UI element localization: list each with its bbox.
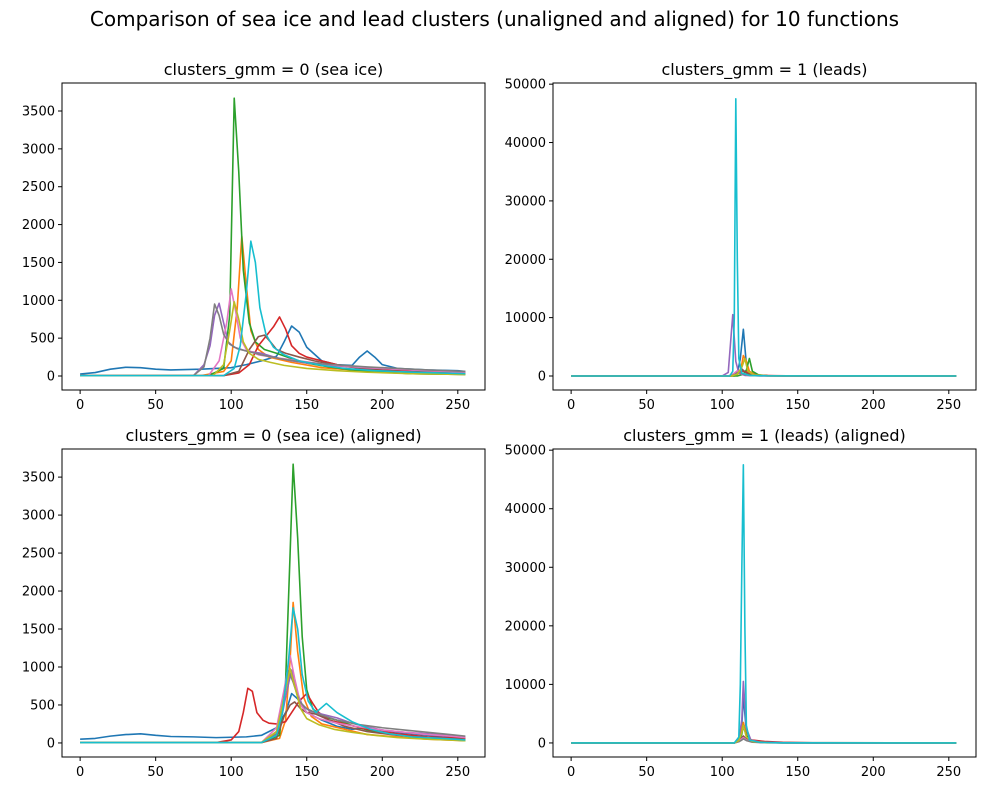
series-line-9	[80, 667, 466, 744]
y-tick-label: 3000	[22, 509, 55, 524]
y-tick-label: 1000	[22, 660, 55, 675]
y-tick-label: 30000	[505, 194, 546, 209]
series-line-10	[571, 97, 957, 377]
series-line-1	[571, 695, 957, 744]
subplot-leads: clusters_gmm = 1 (leads) 0 50 100 150 200 250 0…	[505, 60, 977, 413]
x-tick-label: 250	[936, 765, 961, 780]
series-line-3	[571, 357, 957, 377]
x-tick-label: 250	[445, 398, 470, 413]
subplot-title: clusters_gmm = 1 (leads)	[662, 60, 868, 80]
x-tick-label: 50	[638, 398, 655, 413]
y-tick-label: 1000	[22, 294, 55, 309]
y-tick-label: 20000	[505, 619, 546, 634]
y-tick-label: 500	[30, 332, 55, 347]
series-line-9	[80, 300, 466, 377]
subplot-title: clusters_gmm = 0 (sea ice) (aligned)	[125, 426, 421, 446]
series-line-10	[80, 240, 466, 377]
subplot-title: clusters_gmm = 1 (leads) (aligned)	[623, 426, 906, 446]
x-tick-label: 200	[370, 765, 395, 780]
series-line-3	[80, 97, 466, 377]
x-tick-label: 100	[710, 765, 735, 780]
x-tick-label: 250	[936, 398, 961, 413]
subplot-sea-ice: clusters_gmm = 0 (sea ice) 0 50 100 150 200 25…	[22, 60, 486, 413]
series-line-5	[571, 680, 957, 744]
series-line-10	[571, 464, 957, 744]
y-tick-label: 30000	[505, 561, 546, 576]
x-tick-label: 150	[294, 398, 319, 413]
series-line-3	[80, 463, 466, 744]
y-tick-label: 20000	[505, 253, 546, 268]
series-group	[571, 97, 957, 377]
series-line-10	[80, 606, 466, 744]
series-line-2	[571, 721, 957, 744]
y-tick-label: 0	[538, 736, 546, 751]
series-line-1	[571, 328, 957, 377]
series-line-2	[80, 601, 466, 744]
series-line-9	[571, 724, 957, 744]
x-tick-label: 0	[76, 398, 84, 413]
series-group	[571, 464, 957, 744]
y-tick-label: 3500	[22, 471, 55, 486]
axes-frame	[61, 82, 486, 391]
x-tick-label: 50	[147, 398, 164, 413]
series-line-7	[80, 654, 466, 744]
y-tick-label: 2000	[22, 218, 55, 233]
y-tick-label: 0	[538, 369, 546, 384]
subplot-title: clusters_gmm = 0 (sea ice)	[164, 60, 384, 80]
series-line-9	[571, 357, 957, 377]
y-tick-label: 500	[30, 698, 55, 713]
y-tick-label: 40000	[505, 136, 546, 151]
x-tick-label: 200	[861, 398, 886, 413]
x-tick-label: 100	[219, 765, 244, 780]
x-tick-label: 0	[76, 765, 84, 780]
x-tick-label: 150	[785, 765, 810, 780]
subplot-sea-ice-aligned: clusters_gmm = 0 (sea ice) (aligned) 0 50 1…	[22, 426, 486, 780]
x-tick-label: 150	[785, 398, 810, 413]
series-line-2	[80, 235, 466, 377]
x-tick-label: 150	[294, 765, 319, 780]
y-tick-label: 2500	[22, 180, 55, 195]
y-tick-label: 3500	[22, 105, 55, 120]
y-tick-label: 50000	[505, 78, 546, 93]
x-tick-label: 50	[147, 765, 164, 780]
subplot-leads-aligned: clusters_gmm = 1 (leads) (aligned) 0 50 100…	[505, 426, 977, 780]
series-line-2	[571, 354, 957, 377]
y-tick-label: 2000	[22, 585, 55, 600]
series-group	[80, 97, 466, 377]
x-tick-label: 0	[567, 398, 575, 413]
x-tick-label: 50	[638, 765, 655, 780]
series-line-8	[80, 303, 466, 377]
series-group	[80, 463, 466, 744]
axes-frame	[552, 448, 977, 758]
axes-frame	[552, 82, 977, 391]
figure-title: Comparison of sea ice and lead clusters …	[90, 7, 899, 31]
x-tick-label: 0	[567, 765, 575, 780]
series-line-1	[80, 325, 466, 375]
y-tick-label: 40000	[505, 502, 546, 517]
y-tick-label: 3000	[22, 142, 55, 157]
y-tick-label: 2500	[22, 547, 55, 562]
y-tick-label: 10000	[505, 678, 546, 693]
x-tick-label: 100	[710, 398, 735, 413]
series-line-5	[571, 313, 957, 377]
series-line-3	[571, 724, 957, 744]
y-tick-label: 1500	[22, 623, 55, 638]
y-tick-label: 0	[47, 736, 55, 751]
y-tick-label: 50000	[505, 444, 546, 459]
y-tick-label: 0	[47, 369, 55, 384]
x-tick-label: 200	[370, 398, 395, 413]
y-tick-label: 1500	[22, 256, 55, 271]
x-tick-label: 200	[861, 765, 886, 780]
y-tick-label: 10000	[505, 311, 546, 326]
x-tick-label: 250	[445, 765, 470, 780]
axes-frame	[61, 448, 486, 758]
x-tick-label: 100	[219, 398, 244, 413]
series-line-5	[80, 302, 466, 377]
